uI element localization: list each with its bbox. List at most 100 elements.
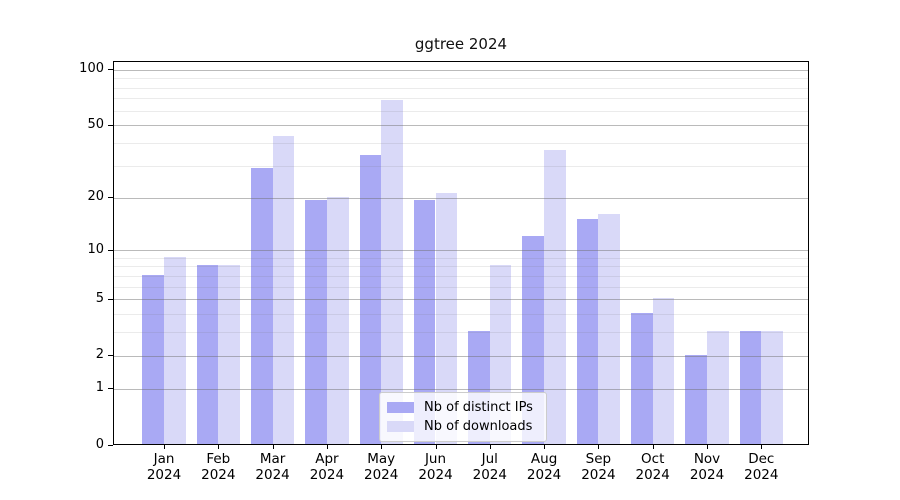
gridline-100 — [114, 69, 808, 71]
minor-gridline-6 — [114, 286, 808, 288]
y-tick-label-20: 20 — [87, 189, 104, 204]
x-tick-mark-jul-2024 — [489, 445, 491, 449]
y-tick-label-100: 100 — [79, 61, 104, 77]
minor-gridline-7 — [114, 275, 808, 277]
x-tick-mark-jan-2024 — [164, 445, 165, 449]
y-tick-mark-1 — [108, 388, 113, 390]
x-label-year: 2024 — [146, 467, 182, 483]
minor-gridline-90 — [114, 78, 808, 80]
gridline-5 — [114, 299, 808, 301]
y-tick-label-1: 1 — [95, 380, 104, 396]
x-tick-label-jan-2024: Jan 2024 — [132, 451, 196, 483]
x-tick-label-jun-2024: Jun 2024 — [404, 451, 468, 483]
x-tick-mark-apr-2024 — [326, 445, 328, 449]
x-label-month: Oct — [641, 451, 665, 467]
x-tick-label-aug-2024: Aug 2024 — [512, 451, 576, 483]
x-label-month: Aug — [530, 451, 558, 467]
x-label-year: 2024 — [309, 467, 345, 483]
bar-downloads-jun-2024 — [435, 192, 458, 444]
plot-area: Nb of distinct IPs Nb of downloads — [113, 61, 809, 445]
bar-downloads-oct-2024 — [652, 298, 675, 444]
bar-distinct-ips-feb-2024 — [196, 265, 219, 444]
x-label-month: Jun — [424, 451, 447, 467]
y-tick-label-50: 50 — [87, 116, 104, 132]
bar-distinct-ips-may-2024 — [359, 155, 382, 444]
gridline-50 — [114, 125, 808, 127]
x-label-month: Apr — [315, 451, 339, 467]
gridline-20 — [114, 197, 808, 199]
x-label-year: 2024 — [635, 467, 670, 483]
bar-downloads-mar-2024 — [272, 136, 295, 444]
bar-distinct-ips-jun-2024 — [413, 200, 436, 444]
minor-gridline-30 — [114, 165, 808, 167]
bar-distinct-ips-aug-2024 — [522, 235, 545, 444]
x-label-year: 2024 — [364, 467, 399, 483]
minor-gridline-70 — [114, 98, 808, 100]
minor-gridline-8 — [114, 266, 808, 268]
x-tick-mark-nov-2024 — [707, 445, 708, 449]
bar-distinct-ips-nov-2024 — [685, 354, 707, 444]
x-label-year: 2024 — [472, 467, 507, 483]
x-tick-mark-aug-2024 — [544, 445, 546, 449]
minor-gridline-4 — [114, 314, 808, 316]
bar-distinct-ips-oct-2024 — [631, 313, 653, 444]
legend-label-downloads: Nb of downloads — [424, 419, 533, 434]
x-label-year: 2024 — [418, 467, 453, 483]
legend-label-distinct-ips: Nb of distinct IPs — [424, 400, 533, 415]
x-tick-mark-may-2024 — [381, 445, 383, 449]
x-tick-mark-feb-2024 — [218, 445, 220, 449]
y-tick-mark-5 — [108, 298, 113, 300]
bar-distinct-ips-dec-2024 — [739, 331, 762, 444]
minor-gridline-60 — [114, 110, 808, 112]
x-tick-label-apr-2024: Apr 2024 — [295, 451, 359, 483]
x-tick-mark-sep-2024 — [598, 445, 600, 449]
x-tick-mark-dec-2024 — [761, 445, 763, 449]
bar-distinct-ips-mar-2024 — [250, 167, 273, 444]
x-tick-label-mar-2024: Mar 2024 — [241, 451, 305, 483]
x-label-month: Sep — [585, 451, 612, 467]
x-tick-label-may-2024: May 2024 — [349, 451, 413, 483]
bar-distinct-ips-sep-2024 — [576, 218, 599, 444]
minor-gridline-40 — [114, 143, 808, 145]
y-tick-label-5: 5 — [95, 290, 104, 306]
x-tick-label-sep-2024: Sep 2024 — [566, 451, 630, 483]
y-tick-mark-20 — [108, 197, 113, 198]
bar-downloads-nov-2024 — [707, 331, 729, 444]
y-tick-mark-100 — [108, 69, 113, 71]
x-tick-label-oct-2024: Oct 2024 — [621, 451, 685, 483]
x-tick-label-nov-2024: Nov 2024 — [675, 451, 739, 483]
x-label-month: Nov — [693, 451, 721, 467]
legend-swatch-downloads-icon — [387, 421, 414, 432]
legend-item-downloads: Nb of downloads — [387, 417, 540, 436]
x-label-year: 2024 — [689, 467, 725, 483]
x-label-year: 2024 — [526, 467, 562, 483]
y-tick-mark-2 — [108, 355, 113, 357]
y-tick-mark-10 — [108, 249, 113, 251]
x-label-year: 2024 — [255, 467, 290, 483]
bar-distinct-ips-apr-2024 — [305, 200, 327, 444]
x-label-year: 2024 — [581, 467, 616, 483]
minor-gridline-9 — [114, 257, 808, 259]
bar-distinct-ips-jan-2024 — [142, 274, 164, 444]
minor-gridline-3 — [114, 332, 808, 334]
legend: Nb of distinct IPs Nb of downloads — [379, 392, 547, 442]
bar-downloads-may-2024 — [381, 99, 403, 444]
x-label-month: Mar — [259, 451, 286, 467]
x-label-month: Feb — [206, 451, 231, 467]
x-tick-mark-oct-2024 — [652, 445, 654, 449]
legend-item-distinct-ips: Nb of distinct IPs — [387, 398, 540, 417]
x-tick-label-dec-2024: Dec 2024 — [729, 451, 793, 483]
bar-downloads-aug-2024 — [544, 150, 566, 444]
x-tick-label-jul-2024: Jul 2024 — [458, 451, 522, 483]
x-tick-label-feb-2024: Feb 2024 — [186, 451, 250, 483]
x-tick-mark-jun-2024 — [435, 445, 437, 449]
y-tick-mark-0 — [108, 444, 113, 446]
bar-downloads-dec-2024 — [761, 331, 783, 444]
bar-downloads-jan-2024 — [164, 256, 186, 444]
y-tick-label-2: 2 — [95, 347, 104, 363]
x-label-year: 2024 — [744, 467, 779, 483]
x-label-month: Dec — [748, 451, 775, 467]
x-label-month: May — [367, 451, 396, 467]
legend-swatch-distinct-ips-icon — [387, 402, 414, 413]
